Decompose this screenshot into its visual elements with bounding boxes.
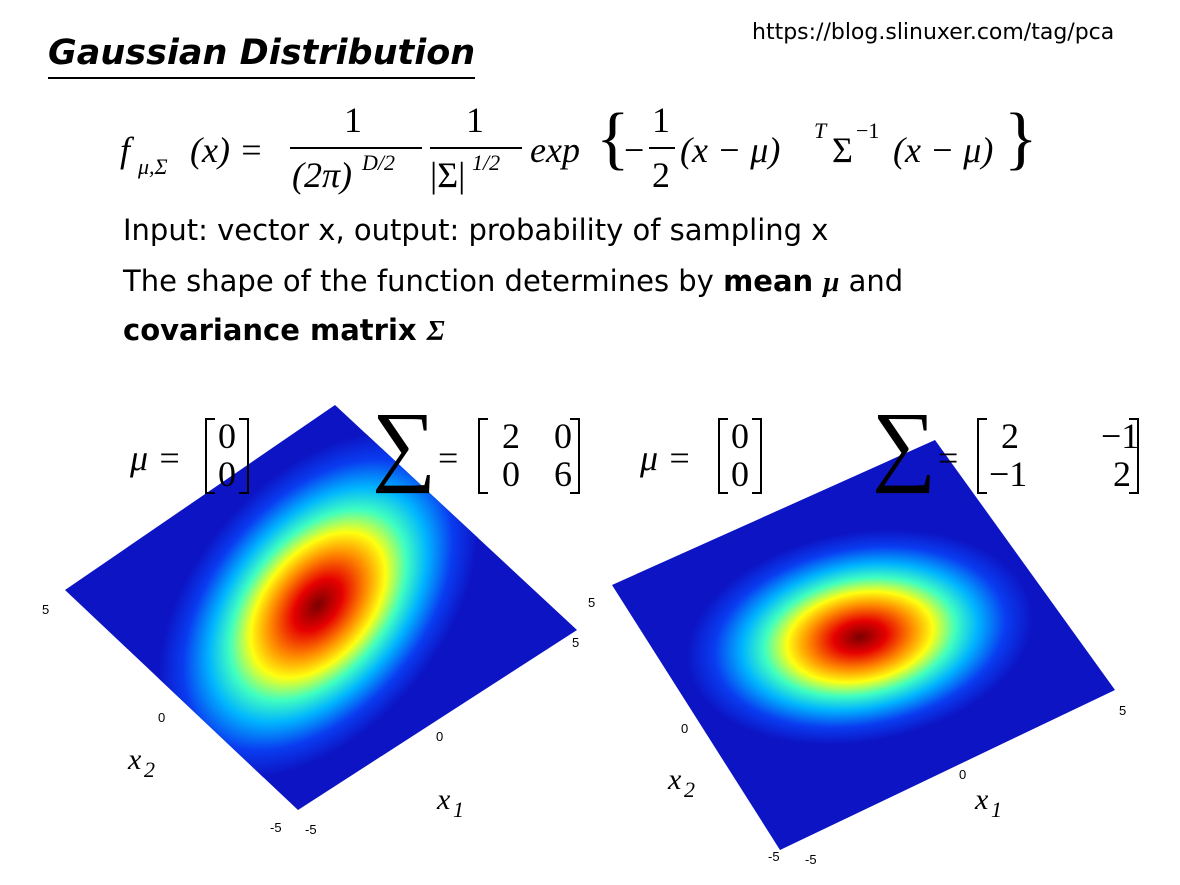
math: T — [814, 118, 827, 143]
matrix-entry: 6 — [554, 454, 572, 494]
tick-label: -5 — [805, 852, 817, 867]
tick-label: -5 — [270, 820, 282, 835]
matrix-entry: −1 — [989, 454, 1028, 494]
equals: = — [938, 438, 959, 478]
sigma-symbol: ∑ — [872, 395, 937, 494]
tick-label: 5 — [42, 602, 50, 617]
axis-label-sub: 1 — [991, 797, 1002, 822]
fraction-line — [430, 147, 522, 149]
axis-label: x — [128, 743, 142, 776]
math: (x − μ) — [893, 130, 994, 170]
fraction-line — [649, 147, 675, 149]
tick-label: -5 — [768, 849, 780, 864]
matrix-entry: 0 — [218, 454, 236, 494]
axis-label-sub: 1 — [453, 797, 464, 822]
math: μ,Σ — [138, 154, 168, 179]
bracket — [718, 418, 728, 494]
axis-label-sub: 2 — [684, 777, 695, 802]
mu-label: μ = — [640, 438, 692, 478]
matrix-entry: −1 — [1101, 416, 1140, 456]
bold-symbol: Σ — [426, 315, 445, 347]
bracket — [977, 418, 987, 494]
math: f — [120, 130, 131, 170]
density — [686, 529, 1034, 745]
bracket — [478, 418, 488, 494]
math: { — [596, 100, 630, 177]
math: − — [624, 130, 645, 170]
matrix-entry: 0 — [502, 454, 520, 494]
math: 2 — [652, 155, 670, 195]
tick-label: 5 — [588, 595, 596, 610]
axis-label: x — [437, 783, 451, 816]
text-line: covariance matrix Σ — [123, 316, 445, 346]
equals: = — [438, 438, 459, 478]
math: 1 — [466, 100, 484, 140]
math: 1/2 — [472, 150, 501, 175]
mu-label: μ = — [130, 438, 182, 478]
math: exp — [530, 130, 580, 170]
text-line: The shape of the function determines by … — [123, 267, 903, 297]
fraction-line — [290, 147, 422, 149]
math: D/2 — [362, 150, 395, 175]
math: 1 — [344, 100, 362, 140]
math: } — [1004, 100, 1038, 177]
text-line: Input: vector x, output: probability of … — [123, 213, 829, 247]
matrix-entry: 2 — [502, 416, 520, 456]
title: Gaussian Distribution — [48, 36, 476, 79]
axis-label: x — [975, 783, 989, 816]
math: (x) = — [190, 130, 264, 170]
bracket — [1129, 418, 1139, 494]
bold-symbol: μ — [823, 266, 840, 298]
math: −1 — [856, 118, 880, 143]
bracket — [205, 418, 215, 494]
tick-label: 0 — [436, 729, 444, 744]
math: Σ — [832, 130, 853, 170]
tick-label: 0 — [158, 710, 166, 725]
sigma-symbol: ∑ — [372, 395, 437, 494]
math: |Σ| — [430, 155, 466, 195]
text: and — [839, 264, 904, 298]
tick-label: -5 — [305, 822, 317, 837]
bracket — [752, 418, 762, 494]
tick-label: 5 — [1119, 703, 1127, 718]
matrix-entry: 2 — [1113, 454, 1131, 494]
tick-label: 0 — [959, 767, 967, 782]
math: (2π) — [292, 155, 353, 195]
bracket — [570, 418, 580, 494]
bracket — [239, 418, 249, 494]
source-url: https://blog.slinuxer.com/tag/pca — [752, 20, 1115, 45]
bold-text: mean — [723, 264, 824, 298]
matrix-entry: 0 — [731, 416, 749, 456]
axis-label: x — [668, 763, 682, 796]
matrix-entry: 0 — [731, 454, 749, 494]
tick-label: 5 — [572, 635, 580, 650]
bold-text: covariance matrix — [123, 313, 427, 347]
math: (x − μ) — [680, 130, 781, 170]
matrix-entry: 2 — [1001, 416, 1019, 456]
math: 1 — [652, 100, 670, 140]
tick-label: 0 — [681, 721, 689, 736]
matrix-entry: 0 — [218, 416, 236, 456]
density — [157, 432, 479, 778]
matrix-entry: 0 — [554, 416, 572, 456]
text: The shape of the function determines by — [123, 264, 724, 298]
axis-label-sub: 2 — [144, 757, 155, 782]
